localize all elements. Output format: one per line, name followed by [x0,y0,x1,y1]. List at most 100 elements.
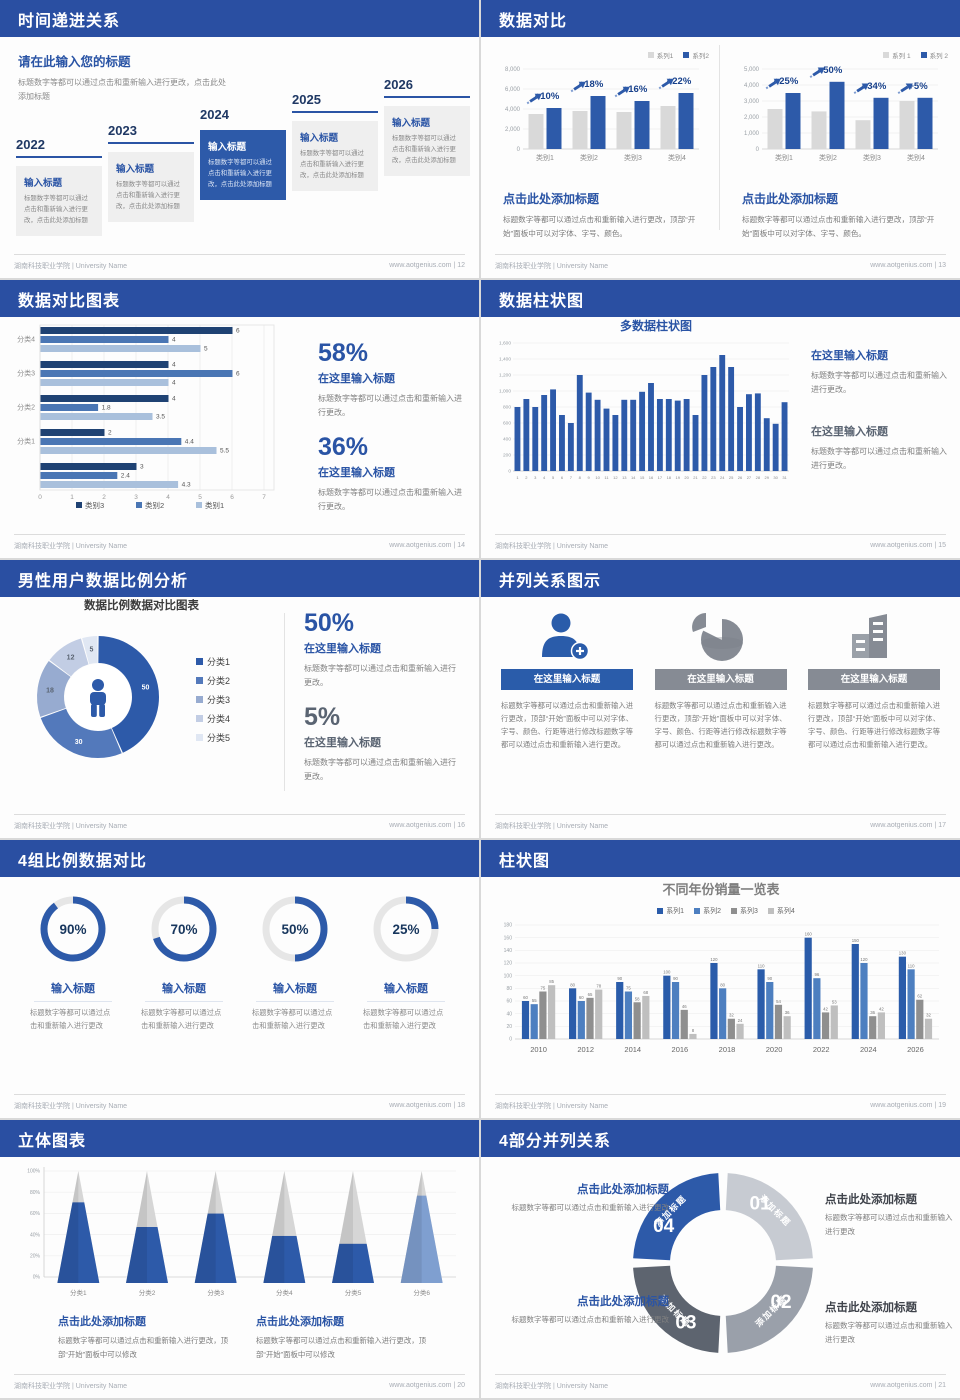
slide-timeline: 时间递进关系 请在此输入您的标题 标题数字等都可以通过点击和重新输入进行更改，点… [0,0,479,278]
slide-footer: 湖南科技职业学院 | University Name www.aotgenius… [495,534,946,553]
svg-text:类别1: 类别1 [775,153,793,162]
stat-body: 标题数字等都可以通过点击和重新输入进行更改。 [318,488,462,512]
ring-text-block: 点击此处添加标题 标题数字等都可以通过点击和重新输入进行更改 [825,1299,953,1354]
slide-footer: 湖南科技职业学院 | University Name www.aotgenius… [495,1374,946,1393]
svg-text:0: 0 [508,469,511,475]
slide-footer: 湖南科技职业学院 | University Name www.aotgenius… [14,814,465,833]
svg-text:+25%: +25% [774,76,799,87]
block-heading: 点击此处添加标题 [825,1302,917,1314]
stat-percent: 36% [318,433,369,461]
gauge-svg: 70% [151,896,217,962]
svg-text:75: 75 [626,986,631,991]
stat-heading: 在这里输入标题 [811,426,888,438]
growth-arrow-icon [526,93,542,105]
stat-heading: 在这里输入标题 [304,643,381,655]
footer-org: 湖南科技职业学院 | University Name [14,1382,128,1390]
svg-text:03: 03 [675,1312,696,1333]
stat-block: 36% 在这里输入标题 标题数字等都可以通过点击和重新输入进行更改。 [318,433,468,515]
slide-title: 柱状图 [499,852,551,870]
svg-text:0: 0 [756,147,760,153]
svg-text:110: 110 [758,963,765,968]
svg-text:3: 3 [140,464,144,471]
block-heading: 点击此处添加标题 [577,1296,669,1308]
svg-text:80%: 80% [30,1190,41,1196]
svg-text:8: 8 [692,1028,695,1033]
svg-text:36: 36 [870,1010,875,1015]
slide-title-bar: 4组比例数据对比 [0,840,479,877]
legend-item: 系列3 [731,906,758,916]
svg-text:54: 54 [776,999,781,1004]
slide-title-bar: 4部分并列关系 [481,1120,960,1157]
footer-page: www.aotgenius.com | 17 [870,822,946,829]
svg-text:5.5: 5.5 [220,448,229,455]
svg-text:40: 40 [506,1011,512,1017]
cone-chart-svg: 0% 20% 40% 60% 80% 100% 分类1 分类2 分类3 分类4 分类5 分类6 [27,1167,456,1297]
compare-right-panel: 系列 1 系列 2 0 1,000 2,000 3,000 4,000 5,000 +25% 类… [720,37,958,252]
compare-left-panel: 系列1 系列2 0 2,000 4,000 6,000 8,000 +10% 类别1 +18% 类… [481,37,719,252]
timeline-box: 输入标题 标题数字等都可以通过点击和重新输入进行更改，点击此处添加标题 [384,106,470,176]
svg-text:+5%: +5% [908,81,928,92]
svg-text:0%: 0% [33,1275,41,1281]
bar-chart-right: 0 1,000 2,000 3,000 4,000 5,000 +25% 类别1 +50% 类别2… [734,55,958,182]
footer-org: 湖南科技职业学院 | University Name [14,542,128,550]
gauge-item: 25% 输入标题 标题数字等都可以通过点击和重新输入进行更改 [357,891,455,1040]
svg-text:5: 5 [89,647,93,654]
parallel-item: 在这里输入标题 标题数字等都可以通过点击和重新输入进行更改，顶部“开始”面板中可以… [654,607,787,759]
svg-text:22: 22 [702,475,707,480]
slide-parallel-items: 并列关系图示 在这里输入标题 标题数字等都可以通过点击和重新输入进行更改，顶部“开… [481,560,960,838]
pie-3d-icon [691,613,743,661]
slide-hbar-chart: 数据对比图表 0 1 2 3 4 5 6 7 分类4 6 4 5 分类3 4 6 4 分类2 4 1.8 3.5 分类1… [0,280,479,558]
svg-text:90: 90 [617,976,622,981]
growth-arrow-icon [570,81,586,93]
legend-item: 系列1 [647,50,673,60]
footer-page: www.aotgenius.com | 14 [389,542,465,549]
cone-chart: 0% 20% 40% 60% 80% 100% 分类1 分类2 分类3 分类4 分类5 分类6 [12,1161,464,1316]
svg-text:400: 400 [503,437,511,443]
svg-text:2012: 2012 [577,1045,594,1054]
slide-grouped-bars: 柱状图 不同年份销量一览表 系列1 系列2 系列3 系列4 0 20 40 60 80 100 1… [481,840,960,1118]
legend-item: 系列2 [683,50,709,60]
gauge-svg: 25% [373,896,439,962]
parallel-item: 在这里输入标题 标题数字等都可以通过点击和重新输入进行更改，顶部“开始”面板中可以… [808,607,940,759]
legend-item: 系列2 [694,906,721,916]
svg-text:8: 8 [579,475,582,480]
slide-title: 男性用户数据比例分析 [18,572,189,590]
stat-block: 在这里输入标题 标题数字等都可以通过点击和重新输入进行更改。 [811,345,951,398]
svg-text:60: 60 [506,999,512,1005]
footer-org: 湖南科技职业学院 | University Name [495,822,609,830]
stat-block: 50% 在这里输入标题 标题数字等都可以通过点击和重新输入进行更改。 [304,609,462,691]
timeline-intro: 请在此输入您的标题 标题数字等都可以通过点击和重新输入进行更改，点击此处添加标题 [18,51,253,105]
svg-text:4,000: 4,000 [505,107,521,113]
footer-org: 湖南科技职业学院 | University Name [495,262,609,270]
ring-diagram: 添加标题 01 添加标题 02 添加标题 03 添加标题 04 [623,1163,823,1368]
chart-title: 数据比例数据对比图表 [84,600,199,612]
slide-body: 0 1 2 3 4 5 6 7 分类4 6 4 5 分类3 4 6 4 分类2 4 1.8 3.5 分类1 2 4.4 5.5… [0,317,479,532]
block-body: 标题数字等都可以通过点击和重新输入进行更改 [511,1203,670,1212]
slide-body: 系列1 系列2 0 2,000 4,000 6,000 8,000 +10% 类别1 +18% 类… [481,37,960,252]
stat-percent: 5% [304,703,341,731]
svg-text:90: 90 [767,976,772,981]
svg-text:4: 4 [172,337,176,344]
ring-text-block: 点击此处添加标题 标题数字等都可以通过点击和重新输入进行更改 [825,1191,953,1246]
slide-cone-chart: 立体图表 0% 20% 40% 60% 80% 100% 分类1 分类2 分类3 分类4 分类5 分类… [0,1120,479,1398]
slide-title: 数据对比 [499,12,568,30]
svg-text:4.4: 4.4 [185,439,194,446]
svg-text:24: 24 [738,1018,743,1023]
svg-text:180: 180 [504,923,513,929]
svg-text:3: 3 [534,475,537,480]
caption-heading: 点击此处添加标题 [742,192,839,206]
stat-heading: 在这里输入标题 [811,350,888,362]
svg-text:类别1: 类别1 [205,500,224,510]
block-heading: 点击此处添加标题 [577,1184,669,1196]
svg-text:7: 7 [262,494,266,501]
svg-text:4: 4 [172,362,176,369]
svg-text:1: 1 [516,475,519,480]
intro-heading: 请在此输入您的标题 [18,55,131,69]
chart-legend: 系列 1 系列 2 [734,45,958,60]
svg-text:120: 120 [710,957,718,962]
svg-text:120: 120 [504,961,513,967]
footer-org: 湖南科技职业学院 | University Name [495,542,609,550]
svg-text:150: 150 [852,938,860,943]
svg-text:14: 14 [631,475,636,480]
